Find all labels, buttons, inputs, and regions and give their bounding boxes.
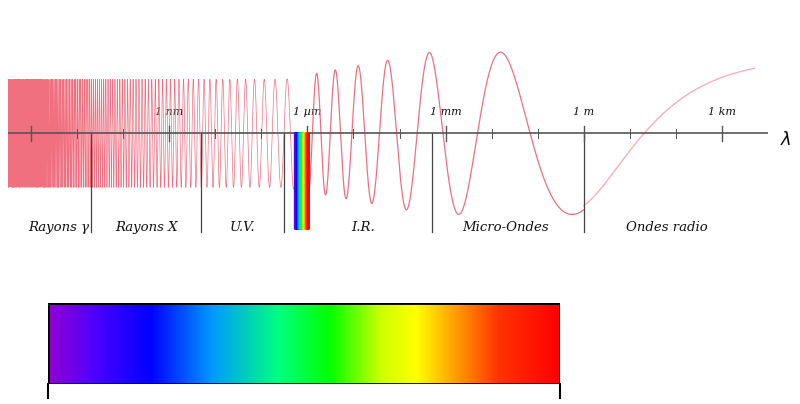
Text: Micro-Ondes: Micro-Ondes — [462, 221, 549, 234]
Text: Rayons γ: Rayons γ — [28, 221, 89, 234]
Text: 1 mm: 1 mm — [430, 107, 462, 117]
Text: 1 pm: 1 pm — [17, 107, 45, 117]
Text: 1 km: 1 km — [708, 107, 736, 117]
Text: Ondes radio: Ondes radio — [626, 221, 707, 234]
Text: $\lambda$: $\lambda$ — [779, 130, 791, 149]
Text: U.V.: U.V. — [230, 221, 256, 234]
Text: I.R.: I.R. — [350, 221, 374, 234]
Text: Rayons X: Rayons X — [115, 221, 178, 234]
Text: 1 µm: 1 µm — [294, 107, 322, 117]
Text: 1 nm: 1 nm — [155, 107, 183, 117]
Text: 1 m: 1 m — [573, 107, 594, 117]
